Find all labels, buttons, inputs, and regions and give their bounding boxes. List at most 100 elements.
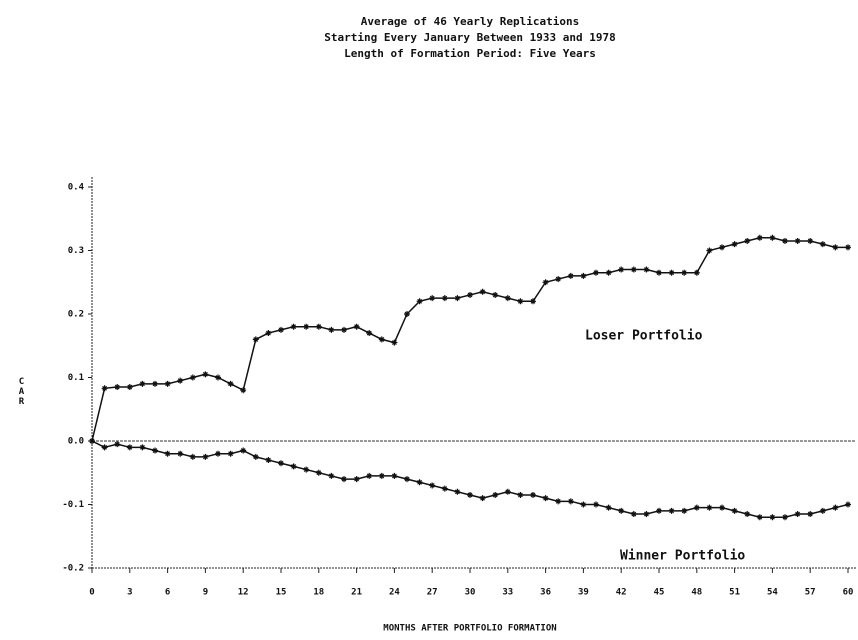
point-marker [820, 241, 826, 247]
y-tick-label: -0.2 [62, 564, 84, 574]
point-marker [606, 270, 612, 276]
x-tick-label: 60 [843, 588, 854, 598]
point-marker [757, 514, 763, 520]
point-marker [316, 324, 322, 330]
point-marker [517, 492, 523, 498]
x-tick-label: 27 [427, 588, 438, 598]
series-line [92, 238, 848, 441]
point-marker [543, 495, 549, 501]
x-tick-label: 3 [127, 588, 132, 598]
point-marker [228, 381, 234, 387]
x-tick-label: 30 [465, 588, 476, 598]
x-tick-label: 54 [767, 588, 778, 598]
point-marker [732, 508, 738, 514]
point-marker [517, 298, 523, 304]
x-tick-label: 24 [389, 588, 400, 598]
point-marker [606, 505, 612, 511]
point-marker [127, 384, 133, 390]
point-marker [454, 295, 460, 301]
point-marker [656, 270, 662, 276]
point-marker [328, 473, 334, 479]
point-marker [341, 327, 347, 333]
point-marker [467, 492, 473, 498]
point-marker [681, 508, 687, 514]
point-marker [89, 438, 95, 444]
point-marker [442, 486, 448, 492]
point-marker [165, 451, 171, 457]
point-marker [303, 324, 309, 330]
point-marker [240, 448, 246, 454]
point-marker [719, 505, 725, 511]
point-marker [467, 292, 473, 298]
point-marker [555, 498, 561, 504]
x-tick-label: 15 [276, 588, 287, 598]
point-marker [782, 514, 788, 520]
point-marker [769, 514, 775, 520]
x-tick-label: 57 [805, 588, 816, 598]
point-marker [505, 295, 511, 301]
point-marker [127, 444, 133, 450]
point-marker [568, 273, 574, 279]
point-marker [177, 378, 183, 384]
point-marker [795, 511, 801, 517]
point-marker [706, 505, 712, 511]
point-marker [114, 384, 120, 390]
chart-title: Average of 46 Yearly Replications [361, 15, 580, 28]
point-marker [631, 511, 637, 517]
y-axis-label: CAR [17, 377, 27, 407]
point-marker [165, 381, 171, 387]
point-marker [618, 267, 624, 273]
point-marker [265, 330, 271, 336]
point-marker [228, 451, 234, 457]
point-marker [215, 375, 221, 381]
point-marker [631, 267, 637, 273]
point-marker [442, 295, 448, 301]
point-marker [316, 470, 322, 476]
point-marker [278, 327, 284, 333]
point-marker [354, 324, 360, 330]
point-marker [555, 276, 561, 282]
point-marker [744, 511, 750, 517]
point-marker [580, 273, 586, 279]
point-marker [379, 473, 385, 479]
point-marker [215, 451, 221, 457]
point-marker [618, 508, 624, 514]
point-marker [732, 241, 738, 247]
point-marker [593, 502, 599, 508]
point-marker [366, 473, 372, 479]
x-tick-label: 9 [203, 588, 208, 598]
point-marker [429, 295, 435, 301]
x-tick-label: 45 [654, 588, 665, 598]
point-marker [190, 375, 196, 381]
point-marker [530, 492, 536, 498]
y-tick-label: 0.0 [68, 437, 84, 447]
x-tick-label: 18 [313, 588, 324, 598]
chart-title: Length of Formation Period: Five Years [344, 47, 596, 60]
point-marker [782, 238, 788, 244]
point-marker [190, 454, 196, 460]
point-marker [757, 235, 763, 241]
y-tick-label: 0.4 [68, 183, 85, 193]
point-marker [769, 235, 775, 241]
point-marker [845, 502, 851, 508]
point-marker [139, 444, 145, 450]
point-marker [480, 495, 486, 501]
point-marker [291, 324, 297, 330]
point-marker [492, 492, 498, 498]
point-marker [253, 336, 259, 342]
point-marker [328, 327, 334, 333]
y-tick-label: 0.3 [68, 246, 84, 256]
point-marker [580, 502, 586, 508]
x-tick-label: 0 [89, 588, 94, 598]
point-marker [681, 270, 687, 276]
x-tick-label: 33 [502, 588, 513, 598]
point-marker [404, 476, 410, 482]
point-marker [480, 289, 486, 295]
point-marker [265, 457, 271, 463]
point-marker [303, 467, 309, 473]
x-tick-label: 39 [578, 588, 589, 598]
point-marker [202, 371, 208, 377]
point-marker [278, 460, 284, 466]
point-marker [505, 489, 511, 495]
annotation: Winner Portfolio [620, 549, 745, 564]
